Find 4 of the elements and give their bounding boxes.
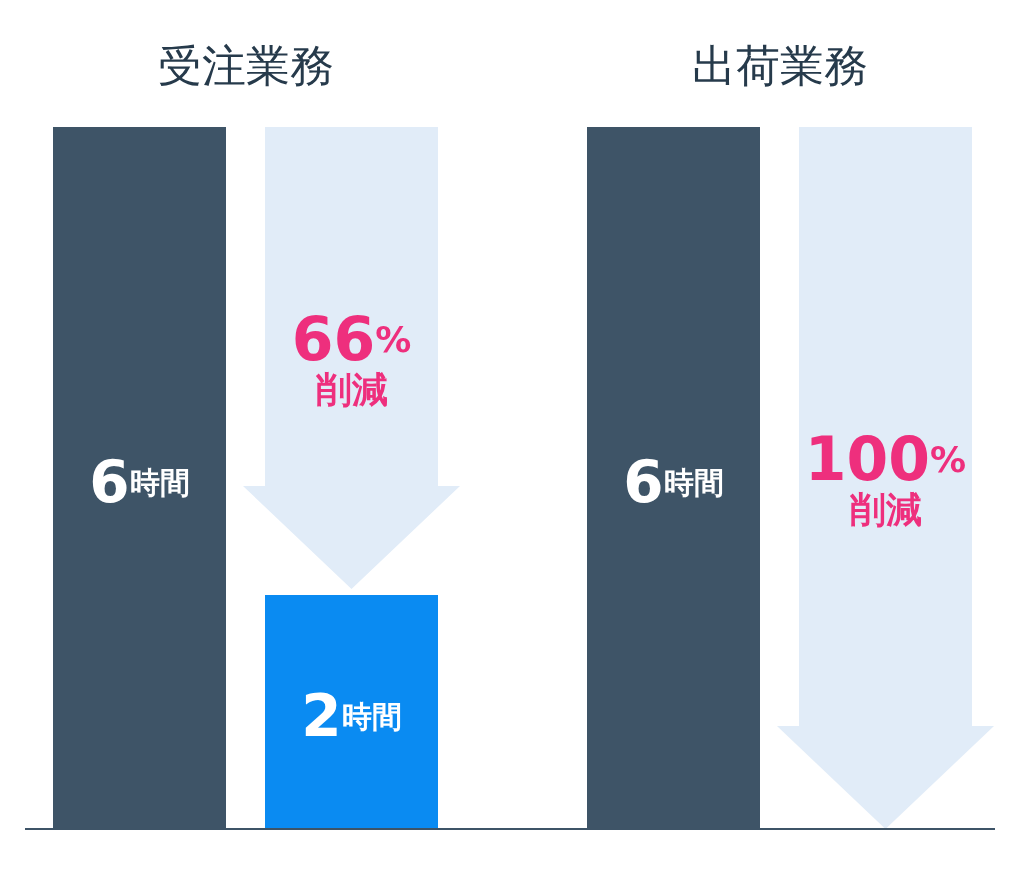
category-label: 受注業務 xyxy=(157,39,334,91)
category-label: 出荷業務 xyxy=(691,39,868,91)
annotation: 削減 xyxy=(315,369,388,410)
annotation: 削減 xyxy=(849,489,922,530)
